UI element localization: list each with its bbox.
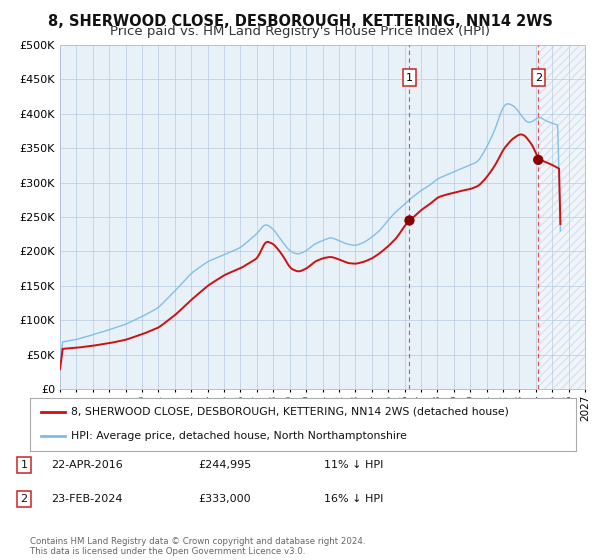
Text: 8, SHERWOOD CLOSE, DESBOROUGH, KETTERING, NN14 2WS: 8, SHERWOOD CLOSE, DESBOROUGH, KETTERING… [47, 14, 553, 29]
Point [533, 155, 543, 164]
Text: £333,000: £333,000 [198, 494, 251, 504]
Text: 22-APR-2016: 22-APR-2016 [51, 460, 123, 470]
Point [404, 216, 414, 225]
Text: 2: 2 [20, 494, 28, 504]
Text: HPI: Average price, detached house, North Northamptonshire: HPI: Average price, detached house, Nort… [71, 431, 407, 441]
Text: 23-FEB-2024: 23-FEB-2024 [51, 494, 122, 504]
Text: This data is licensed under the Open Government Licence v3.0.: This data is licensed under the Open Gov… [30, 547, 305, 556]
Text: Contains HM Land Registry data © Crown copyright and database right 2024.: Contains HM Land Registry data © Crown c… [30, 537, 365, 546]
Text: £244,995: £244,995 [198, 460, 251, 470]
Text: 16% ↓ HPI: 16% ↓ HPI [324, 494, 383, 504]
Bar [538, 45, 585, 389]
Text: 1: 1 [20, 460, 28, 470]
Text: Price paid vs. HM Land Registry's House Price Index (HPI): Price paid vs. HM Land Registry's House … [110, 25, 490, 38]
Text: 1: 1 [406, 72, 413, 82]
Text: 2: 2 [535, 72, 542, 82]
Text: 11% ↓ HPI: 11% ↓ HPI [324, 460, 383, 470]
Text: 8, SHERWOOD CLOSE, DESBOROUGH, KETTERING, NN14 2WS (detached house): 8, SHERWOOD CLOSE, DESBOROUGH, KETTERING… [71, 407, 509, 417]
